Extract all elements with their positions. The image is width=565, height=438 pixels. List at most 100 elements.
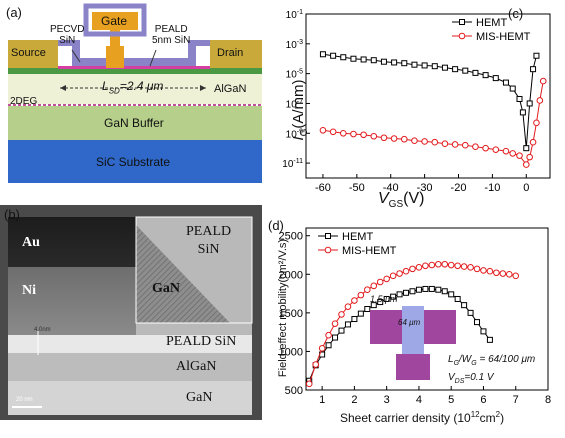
inset-channel bbox=[402, 306, 424, 356]
inset-width-label: 64 μm bbox=[398, 318, 421, 327]
d-data-point bbox=[441, 260, 449, 268]
c-xtick-label: -30 bbox=[417, 182, 433, 194]
c-data-point bbox=[522, 161, 530, 168]
d-data-point bbox=[415, 264, 423, 271]
inset-vds-text: VDS=0.1 V bbox=[448, 372, 494, 385]
c-legend-marker bbox=[459, 19, 465, 25]
c-data-point bbox=[380, 134, 388, 142]
d-data-point bbox=[428, 261, 436, 269]
d-data-point bbox=[493, 269, 500, 277]
source-contact bbox=[8, 40, 58, 68]
c-data-point bbox=[431, 138, 439, 146]
d-data-point bbox=[486, 336, 493, 343]
peald-sin-label: PEALD SiN bbox=[166, 334, 237, 349]
gan-buffer-label: GaN Buffer bbox=[104, 116, 164, 130]
inset-pad-bottom bbox=[396, 354, 430, 380]
small-scale-label: 4.0nm bbox=[34, 327, 51, 333]
c-ylabel: IG(A/mm) bbox=[290, 79, 310, 141]
peald-sin-top-label: PEALD SiN bbox=[186, 224, 232, 257]
drain-contact bbox=[210, 40, 262, 68]
d-data-point bbox=[351, 316, 358, 323]
d-data-point bbox=[338, 327, 345, 334]
lsd-label: LSD=2.4 μm bbox=[102, 79, 164, 96]
d-data-point bbox=[512, 272, 520, 280]
gate-leakage-chart: -60 -50 -40 -30 -20 -10 0 10-1 10-3 10-5 10-7 10-9 1… bbox=[282, 9, 551, 194]
d-ytick-label: 1500 bbox=[279, 308, 303, 320]
c-data-point bbox=[411, 137, 418, 145]
d-data-point bbox=[454, 262, 461, 270]
c-data-point bbox=[319, 51, 326, 58]
d-ytick-label: 1000 bbox=[279, 346, 303, 358]
d-data-point bbox=[357, 310, 364, 317]
pecvd-sin-layer bbox=[58, 40, 210, 66]
d-legend-marker bbox=[324, 246, 332, 254]
gan-lattice-inset bbox=[136, 225, 230, 323]
d-xtick-label: 5 bbox=[448, 394, 454, 406]
d-data-point bbox=[332, 334, 339, 341]
sic-substrate-layer bbox=[8, 140, 262, 183]
c-data-point bbox=[482, 72, 489, 79]
d-data-point bbox=[447, 261, 455, 269]
c-data-point bbox=[529, 138, 537, 146]
d-ytick-label: 2500 bbox=[279, 231, 303, 243]
d-data-point bbox=[422, 262, 429, 270]
d-ytick-label: 2000 bbox=[279, 269, 303, 281]
c-xtick-label: 0 bbox=[523, 182, 529, 194]
c-legend-label: HEMT bbox=[476, 17, 507, 29]
d-data-point bbox=[428, 285, 435, 292]
inset-lw-text: LG/WG = 64/100 μm bbox=[448, 354, 536, 367]
d-data-point bbox=[403, 289, 410, 296]
c-data-point bbox=[451, 141, 459, 148]
d-xtick-label: 3 bbox=[384, 394, 390, 406]
peald-label: PEALD 5nm SiN bbox=[152, 24, 191, 46]
gan-buffer-layer bbox=[8, 106, 262, 140]
d-data-point bbox=[396, 291, 403, 298]
d-data-point bbox=[505, 270, 513, 278]
d-xtick-label: 1 bbox=[319, 394, 325, 406]
algan-band bbox=[8, 353, 252, 381]
c-data-point bbox=[401, 60, 408, 67]
c-data-point bbox=[539, 77, 547, 85]
d-data-point bbox=[383, 295, 390, 302]
twodeg-label: 2DEG bbox=[10, 96, 38, 107]
tem-image bbox=[0, 205, 262, 420]
c-data-point bbox=[519, 109, 526, 116]
d-data-point bbox=[305, 380, 313, 388]
d-data-point bbox=[377, 299, 384, 306]
d-data-point bbox=[415, 286, 422, 293]
c-data-point bbox=[509, 150, 517, 157]
c-data-point bbox=[411, 61, 418, 68]
d-data-point bbox=[331, 320, 339, 327]
c-ytick-label: 10-3 bbox=[286, 39, 303, 51]
panel-d: (d) 1 2 3 4 5 6 7 8 500 1000 1500 2000 2500 HEMT MIS-H… bbox=[268, 214, 565, 433]
algan-tem-label: AlGaN bbox=[176, 359, 217, 374]
sic-label: SiC Substrate bbox=[96, 155, 171, 169]
c-data-point bbox=[329, 128, 337, 136]
c-data-point bbox=[370, 57, 377, 64]
d-data-point bbox=[480, 267, 487, 274]
d-data-point bbox=[448, 291, 455, 298]
gan-tem-label: GaN bbox=[186, 390, 213, 405]
d-data-point bbox=[376, 278, 384, 286]
d-ylabel: Field-effect mobility(cm²/V.s) bbox=[277, 238, 289, 378]
d-data-point bbox=[344, 321, 351, 328]
d-ytick-label: 500 bbox=[285, 385, 303, 397]
c-data-point bbox=[526, 153, 533, 161]
source-label: Source bbox=[11, 47, 46, 59]
c-data-point bbox=[461, 141, 469, 149]
c-ytick-label: 10-9 bbox=[286, 128, 303, 140]
d-data-point bbox=[474, 319, 481, 326]
c-data-point bbox=[339, 129, 347, 137]
d-data-point bbox=[499, 270, 507, 277]
c-xlabel: VGS(V) bbox=[378, 190, 425, 211]
d-legend-marker bbox=[325, 233, 331, 239]
d-data-point bbox=[357, 291, 365, 299]
c-xtick-label: -10 bbox=[484, 182, 500, 194]
panel-c: (c) -60 -50 -40 -30 -20 -10 0 10-1 10-3 10-5 10-7 1… bbox=[268, 0, 565, 214]
d-data-point bbox=[383, 275, 390, 283]
d-data-point bbox=[480, 328, 487, 335]
d-data-point bbox=[461, 302, 468, 309]
c-data-point bbox=[472, 143, 479, 150]
d-data-point bbox=[409, 265, 416, 273]
d-data-point bbox=[370, 302, 377, 309]
